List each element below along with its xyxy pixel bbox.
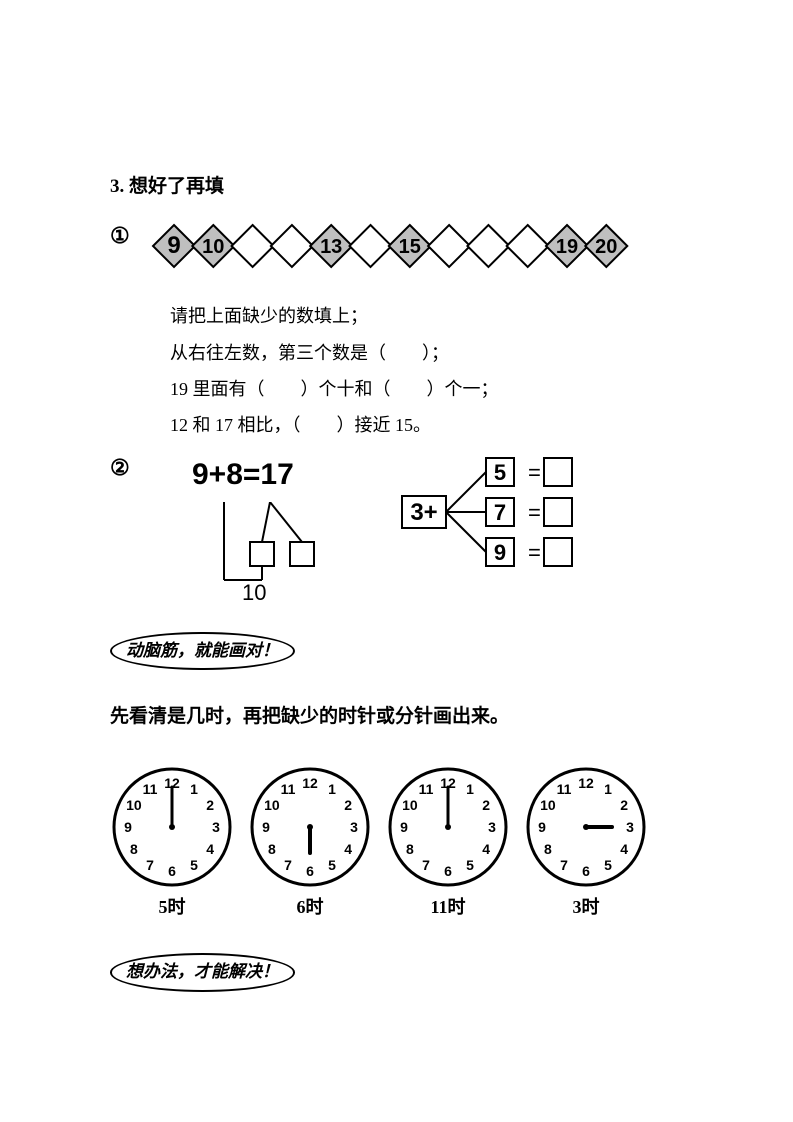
svg-text:4: 4 <box>344 841 352 857</box>
svg-text:10: 10 <box>242 580 266 602</box>
svg-text:2: 2 <box>482 797 490 813</box>
tree-block: 3+ 5 = 7 = 9 = <box>392 448 602 578</box>
clock-row: 1234567891011125时1234567891011126时123456… <box>110 765 683 923</box>
q1-body: 请把上面缺少的数填上； 从右往左数，第三个数是（ ）； 19 里面有（ ）个十和… <box>170 300 683 442</box>
svg-text:1: 1 <box>604 780 612 796</box>
svg-text:10: 10 <box>126 797 142 813</box>
svg-text:3: 3 <box>212 819 220 835</box>
equation-text: 9+8=17 <box>192 448 352 502</box>
svg-text:7: 7 <box>560 857 568 873</box>
clock-instruction: 先看清是几时，再把缺少的时针或分针画出来。 <box>110 700 683 734</box>
svg-text:10: 10 <box>540 797 556 813</box>
svg-text:3+: 3+ <box>410 499 437 526</box>
svg-text:=: = <box>528 500 541 525</box>
svg-text:6: 6 <box>444 863 452 879</box>
section-title: 3. 想好了再填 <box>110 170 683 204</box>
svg-text:9: 9 <box>400 819 408 835</box>
svg-text:5: 5 <box>494 460 506 485</box>
svg-text:11: 11 <box>143 780 158 796</box>
q1-line: 请把上面缺少的数填上； <box>170 300 683 332</box>
svg-text:11: 11 <box>419 780 434 796</box>
svg-text:4: 4 <box>206 841 214 857</box>
svg-text:12: 12 <box>302 775 318 791</box>
svg-text:=: = <box>528 460 541 485</box>
svg-text:9: 9 <box>538 819 546 835</box>
svg-text:6: 6 <box>582 863 590 879</box>
svg-text:2: 2 <box>206 797 214 813</box>
svg-text:7: 7 <box>146 857 154 873</box>
svg-text:1: 1 <box>190 780 198 796</box>
clock: 1234567891011126时 <box>248 765 372 923</box>
svg-text:10: 10 <box>264 797 280 813</box>
svg-text:3: 3 <box>350 819 358 835</box>
q1-marker: ① <box>110 216 142 256</box>
svg-text:10: 10 <box>402 797 418 813</box>
diamond-strip: 9 10 13 15 19 20 <box>150 216 630 276</box>
svg-text:12: 12 <box>578 775 594 791</box>
svg-text:2: 2 <box>620 797 628 813</box>
svg-text:11: 11 <box>281 780 296 796</box>
svg-text:6: 6 <box>168 863 176 879</box>
svg-text:1: 1 <box>328 780 336 796</box>
svg-text:7: 7 <box>494 500 506 525</box>
svg-text:4: 4 <box>482 841 490 857</box>
svg-text:9: 9 <box>167 232 180 259</box>
svg-text:20: 20 <box>595 236 617 258</box>
svg-text:5: 5 <box>190 857 198 873</box>
svg-text:10: 10 <box>202 236 224 258</box>
clock: 1234567891011123时 <box>524 765 648 923</box>
svg-text:7: 7 <box>284 857 292 873</box>
clock: 12345678910111211时 <box>386 765 510 923</box>
svg-text:8: 8 <box>406 841 414 857</box>
q1-line: 从右往左数，第三个数是（ ）； <box>170 337 683 369</box>
equation-block: 9+8=17 10 <box>192 448 352 602</box>
svg-text:5: 5 <box>328 857 336 873</box>
svg-text:13: 13 <box>320 236 342 258</box>
clock-label: 5时 <box>110 891 234 923</box>
svg-text:7: 7 <box>422 857 430 873</box>
svg-text:4: 4 <box>620 841 628 857</box>
svg-text:11: 11 <box>557 780 572 796</box>
svg-text:9: 9 <box>494 540 506 565</box>
q2-marker: ② <box>110 448 142 488</box>
svg-text:5: 5 <box>604 857 612 873</box>
svg-text:6: 6 <box>306 863 314 879</box>
hint-bubble-1: 动脑筋，就能画对！ <box>110 632 295 671</box>
clock-label: 3时 <box>524 891 648 923</box>
clock-label: 6时 <box>248 891 372 923</box>
clock-label: 11时 <box>386 891 510 923</box>
clock: 1234567891011125时 <box>110 765 234 923</box>
svg-text:3: 3 <box>488 819 496 835</box>
svg-text:8: 8 <box>268 841 276 857</box>
svg-text:2: 2 <box>344 797 352 813</box>
hint-bubble-2: 想办法，才能解决！ <box>110 953 295 992</box>
q1-line: 12 和 17 相比，（ ）接近 15。 <box>170 409 683 441</box>
svg-text:19: 19 <box>556 236 578 258</box>
svg-text:5: 5 <box>466 857 474 873</box>
svg-text:8: 8 <box>130 841 138 857</box>
svg-text:9: 9 <box>124 819 132 835</box>
svg-text:15: 15 <box>399 236 421 258</box>
svg-text:=: = <box>528 540 541 565</box>
svg-text:9: 9 <box>262 819 270 835</box>
svg-text:1: 1 <box>466 780 474 796</box>
svg-text:8: 8 <box>544 841 552 857</box>
q1-line: 19 里面有（ ）个十和（ ）个一； <box>170 373 683 405</box>
svg-text:3: 3 <box>626 819 634 835</box>
